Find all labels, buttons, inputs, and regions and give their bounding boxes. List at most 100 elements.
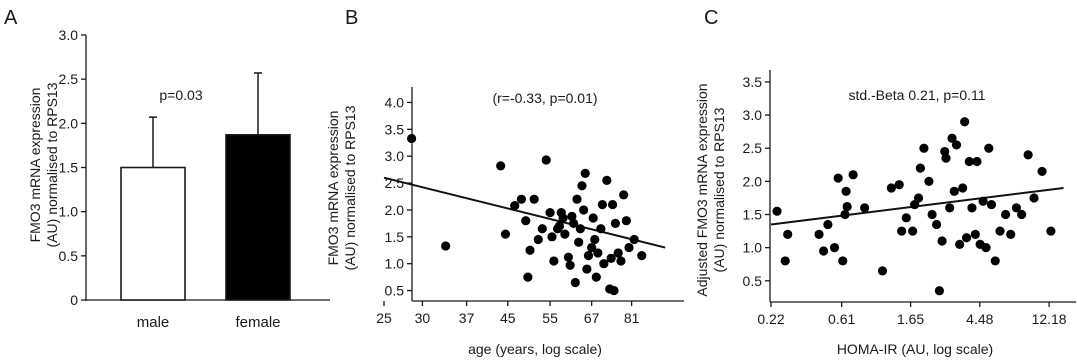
panel-b-annotation: (r=-0.33, p=0.01) [492,90,597,106]
panel-b-data-point [619,190,629,200]
panel-c-data-point [924,176,934,186]
panel-c-data-point [961,233,972,243]
panel-b-data-point [613,248,623,258]
panel-b-ylabel: FMO3 mRNA expression (AU) normalised to … [325,105,358,270]
panel-c: C Adjusted FMO3 mRNA expression (AU) nor… [694,7,1076,357]
panel-b-ytick-label: 3.0 [385,148,405,164]
panel-c-annotation: std.-Beta 0.21, p=0.11 [848,87,985,103]
panel-b-data-point [565,260,575,270]
panel-a-bars: male female [120,72,291,331]
panel-b-data-point [549,256,559,266]
panel-b-data-point [441,241,451,251]
panel-b-data-point [569,218,579,228]
panel-b-xlabel: age (years, log scale) [468,341,602,357]
panel-c-data-point [964,156,974,167]
panel-b-data-point [606,253,616,263]
panel-c-data-point [967,203,977,213]
panel-c-data-point [972,156,982,167]
panel-b-data-point [593,248,603,258]
panel-c-data-point [818,246,829,256]
panel-b-ytick-label: 4.0 [385,94,405,110]
panel-b-ytick-label: 1.5 [385,229,405,245]
panel-a-ytick-label: 0.5 [59,248,79,264]
panel-b-data-point [545,208,555,218]
panel-c-data-point [927,209,937,220]
panel-c-data-point [783,229,793,239]
panel-a-ylabel-line-2: (AU) normalised to RPS13 [44,82,60,247]
panel-c-xtick-label: 0.22 [757,311,784,327]
panel-b-xtick-label: 45 [500,310,516,326]
panel-c-xtick-label: 0.61 [828,311,855,327]
panel-c-points [770,117,1064,296]
panel-b-data-point [587,242,597,253]
panel-c-data-point [1000,209,1011,220]
panel-b-data-point [572,194,582,204]
panel-b-data-point [567,211,577,221]
panel-c-data-point [838,256,848,266]
panel-c-data-point [848,170,858,180]
panel-c-xtick-label: 4.48 [966,311,993,327]
panel-c-data-point [986,199,997,210]
panel-b-data-point [496,161,506,171]
panel-c-data-point [941,153,951,163]
panel-c-data-point [990,256,1000,266]
panel-b-data-point [596,224,606,234]
panel-b: B FMO3 mRNA expression (AU) normalised t… [325,7,684,357]
panel-b-data-point [610,218,621,228]
panel-a-category-male: male [137,314,170,331]
panel-b-data-point [590,234,600,245]
panel-c-data-point [908,226,918,236]
panel-c-xtick-label: 12.18 [1032,311,1067,327]
panel-b-data-point [516,194,527,204]
panel-b-axes: 0.5 1.0 1.5 2.0 2.5 3.0 3.5 4.0 25 30 37 45 55 67 81 [376,87,684,326]
panel-c-ytick-label: 3.0 [743,107,763,123]
panel-c-data-point [1029,193,1039,203]
panel-b-data-point [602,175,612,185]
panel-c-data-point [842,201,852,212]
panel-c-ytick-label: 0.5 [743,273,763,289]
panel-c-data-point [829,243,840,253]
panel-b-ytick-label: 1.0 [385,256,405,272]
panel-c-data-point [915,163,925,173]
panel-b-data-point [621,216,631,226]
panel-c-data-point [780,256,790,266]
panel-b-data-point [588,213,598,223]
panel-b-data-point [591,272,601,282]
panel-c-data-point [877,266,888,276]
panel-c-xtick-label: 1.65 [897,311,924,327]
panel-c-data-point [945,203,955,213]
panel-c-data-point [860,203,870,213]
panel-a-bar-female [225,134,291,301]
panel-a-ytick-label: 1.5 [59,160,79,176]
panel-c-data-point [960,117,970,127]
panel-b-ylabel-line-1: FMO3 mRNA expression [325,111,341,266]
panel-a-y-ticks: 0 0.5 1.0 1.5 2.0 2.5 3.0 [59,27,86,308]
panel-c-data-point [934,286,944,296]
panel-b-data-point [609,285,619,296]
panel-c-ylabel: Adjusted FMO3 mRNA expression (AU) norma… [694,83,727,296]
panel-b-ytick-label: 2.0 [385,202,405,218]
panel-b-data-point [616,256,626,266]
panel-b-data-point [560,229,570,239]
panel-a-bar-male [120,166,186,301]
panel-c-data-point [901,213,911,223]
panel-b-data-point [541,155,551,165]
panel-b-data-point [629,234,639,245]
panel-c-data-point [978,196,988,206]
panel-a-ylabel-line-1: FMO3 mRNA expression [27,88,43,243]
panel-b-letter: B [345,7,358,29]
panel-b-xtick-label: 55 [542,310,558,326]
panel-b-data-point [529,194,539,204]
panel-c-ytick-label: 2.5 [743,140,763,156]
panel-b-xtick-label: 37 [459,310,475,326]
panel-c-data-point [919,143,929,153]
panel-c-data-point [1037,166,1047,177]
panel-b-data-point [579,205,589,215]
panel-b-data-point [599,259,609,269]
panel-b-xtick-label: 25 [376,310,392,326]
panel-a-ytick-label: 3.0 [59,27,79,43]
panel-c-data-point [841,186,851,196]
panel-c-data-point [840,209,850,220]
panel-b-ylabel-line-2: (AU) normalised to RPS13 [342,105,358,270]
